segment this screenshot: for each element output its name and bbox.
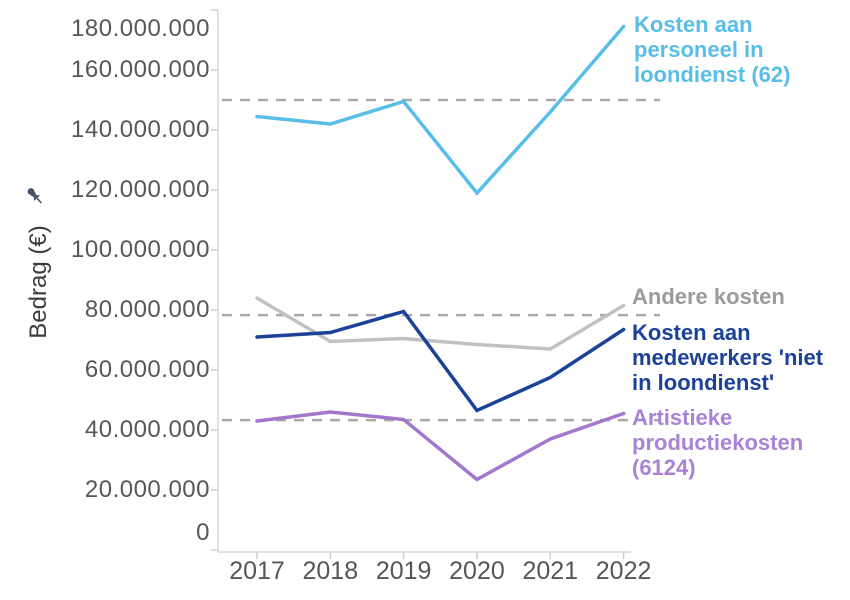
pin-icon[interactable] bbox=[24, 185, 46, 207]
series-label-andere-kosten[interactable]: Andere kosten bbox=[632, 284, 785, 309]
y-tick-label: 140.000.000 bbox=[71, 116, 210, 143]
series-line-3[interactable] bbox=[255, 410, 626, 482]
series-line-1[interactable] bbox=[255, 296, 626, 351]
y-tick-label: 60.000.000 bbox=[84, 356, 210, 383]
x-tick-label-2018: 2018 bbox=[302, 557, 359, 585]
series-line-2[interactable] bbox=[255, 309, 626, 413]
y-tick-label: 20.000.000 bbox=[84, 476, 210, 503]
series-label-kosten-medewerkers-niet-loondienst[interactable]: Kosten aan medewerkers 'niet in loondien… bbox=[632, 320, 824, 395]
y-axis-title: Bedrag (€) bbox=[25, 225, 52, 339]
x-tick-label-2017: 2017 bbox=[229, 557, 285, 585]
y-tick-label: 160.000.000 bbox=[71, 56, 210, 83]
x-tick-label-2021: 2021 bbox=[522, 557, 579, 585]
y-tick-label: 180.000.000 bbox=[71, 15, 210, 42]
y-tick-label: 80.000.000 bbox=[84, 296, 210, 323]
series-label-kosten-personeel-loondienst[interactable]: Kosten aan personeel in loondienst (62) bbox=[634, 12, 791, 87]
x-tick-label-2019: 2019 bbox=[375, 557, 432, 585]
y-tick-label: 120.000.000 bbox=[71, 176, 210, 203]
y-tick-label: 0 bbox=[196, 519, 210, 546]
series-line-0[interactable] bbox=[255, 24, 626, 196]
series-label-artistieke-productiekosten[interactable]: Artistieke productiekosten (6124) bbox=[632, 405, 804, 480]
x-tick-label-2022: 2022 bbox=[595, 557, 652, 585]
x-tick-label-2020: 2020 bbox=[449, 557, 505, 585]
y-tick-label: 40.000.000 bbox=[84, 416, 210, 443]
y-tick-label: 100.000.000 bbox=[71, 236, 210, 263]
